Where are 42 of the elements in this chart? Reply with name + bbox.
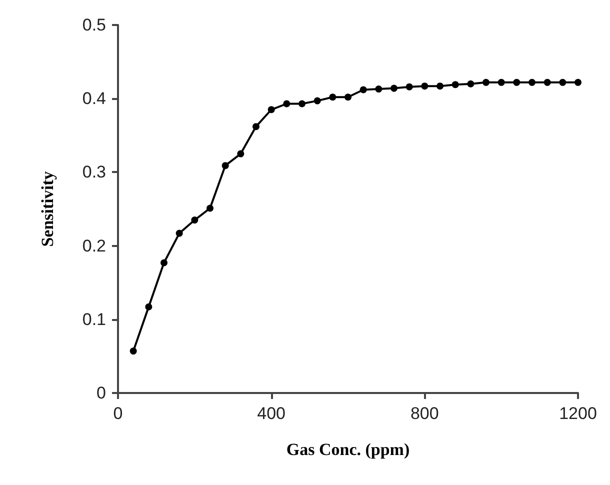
point	[329, 94, 336, 101]
x-axis-title: Gas Conc. (ppm)	[286, 440, 410, 459]
point	[559, 78, 566, 86]
y-axis-title: Sensitivity	[38, 170, 57, 247]
point	[528, 78, 536, 86]
y-tick-label: 0	[96, 384, 106, 402]
y-tick-label: 0.5	[82, 16, 106, 34]
point	[298, 100, 306, 108]
point	[482, 78, 490, 86]
point	[574, 78, 582, 86]
point	[421, 82, 428, 90]
point	[452, 81, 459, 88]
point	[314, 97, 321, 104]
y-tick-label: 0.1	[82, 310, 106, 329]
point	[513, 78, 520, 86]
point	[544, 78, 551, 86]
point	[176, 230, 183, 237]
point	[191, 216, 198, 224]
point	[375, 86, 382, 93]
point	[436, 82, 444, 90]
x-tick-label: 0	[113, 404, 123, 423]
point	[360, 86, 367, 94]
point	[467, 80, 474, 88]
point	[406, 83, 413, 90]
point	[160, 259, 168, 266]
y-tick-label: 0.2	[82, 236, 106, 256]
point	[206, 204, 214, 212]
point	[344, 94, 352, 101]
point	[283, 100, 290, 108]
point	[268, 106, 275, 114]
point	[252, 123, 260, 130]
point	[130, 348, 137, 355]
point	[222, 162, 229, 170]
x-tick-label: 1200	[559, 404, 597, 423]
point	[145, 303, 152, 310]
x-tick-label: 400	[257, 404, 286, 423]
x-tick-label: 800	[410, 404, 439, 423]
point	[237, 150, 244, 158]
point	[390, 84, 398, 92]
y-tick-label: 0.3	[82, 162, 106, 182]
point	[498, 78, 505, 86]
y-tick-label: 0.4	[82, 89, 106, 108]
